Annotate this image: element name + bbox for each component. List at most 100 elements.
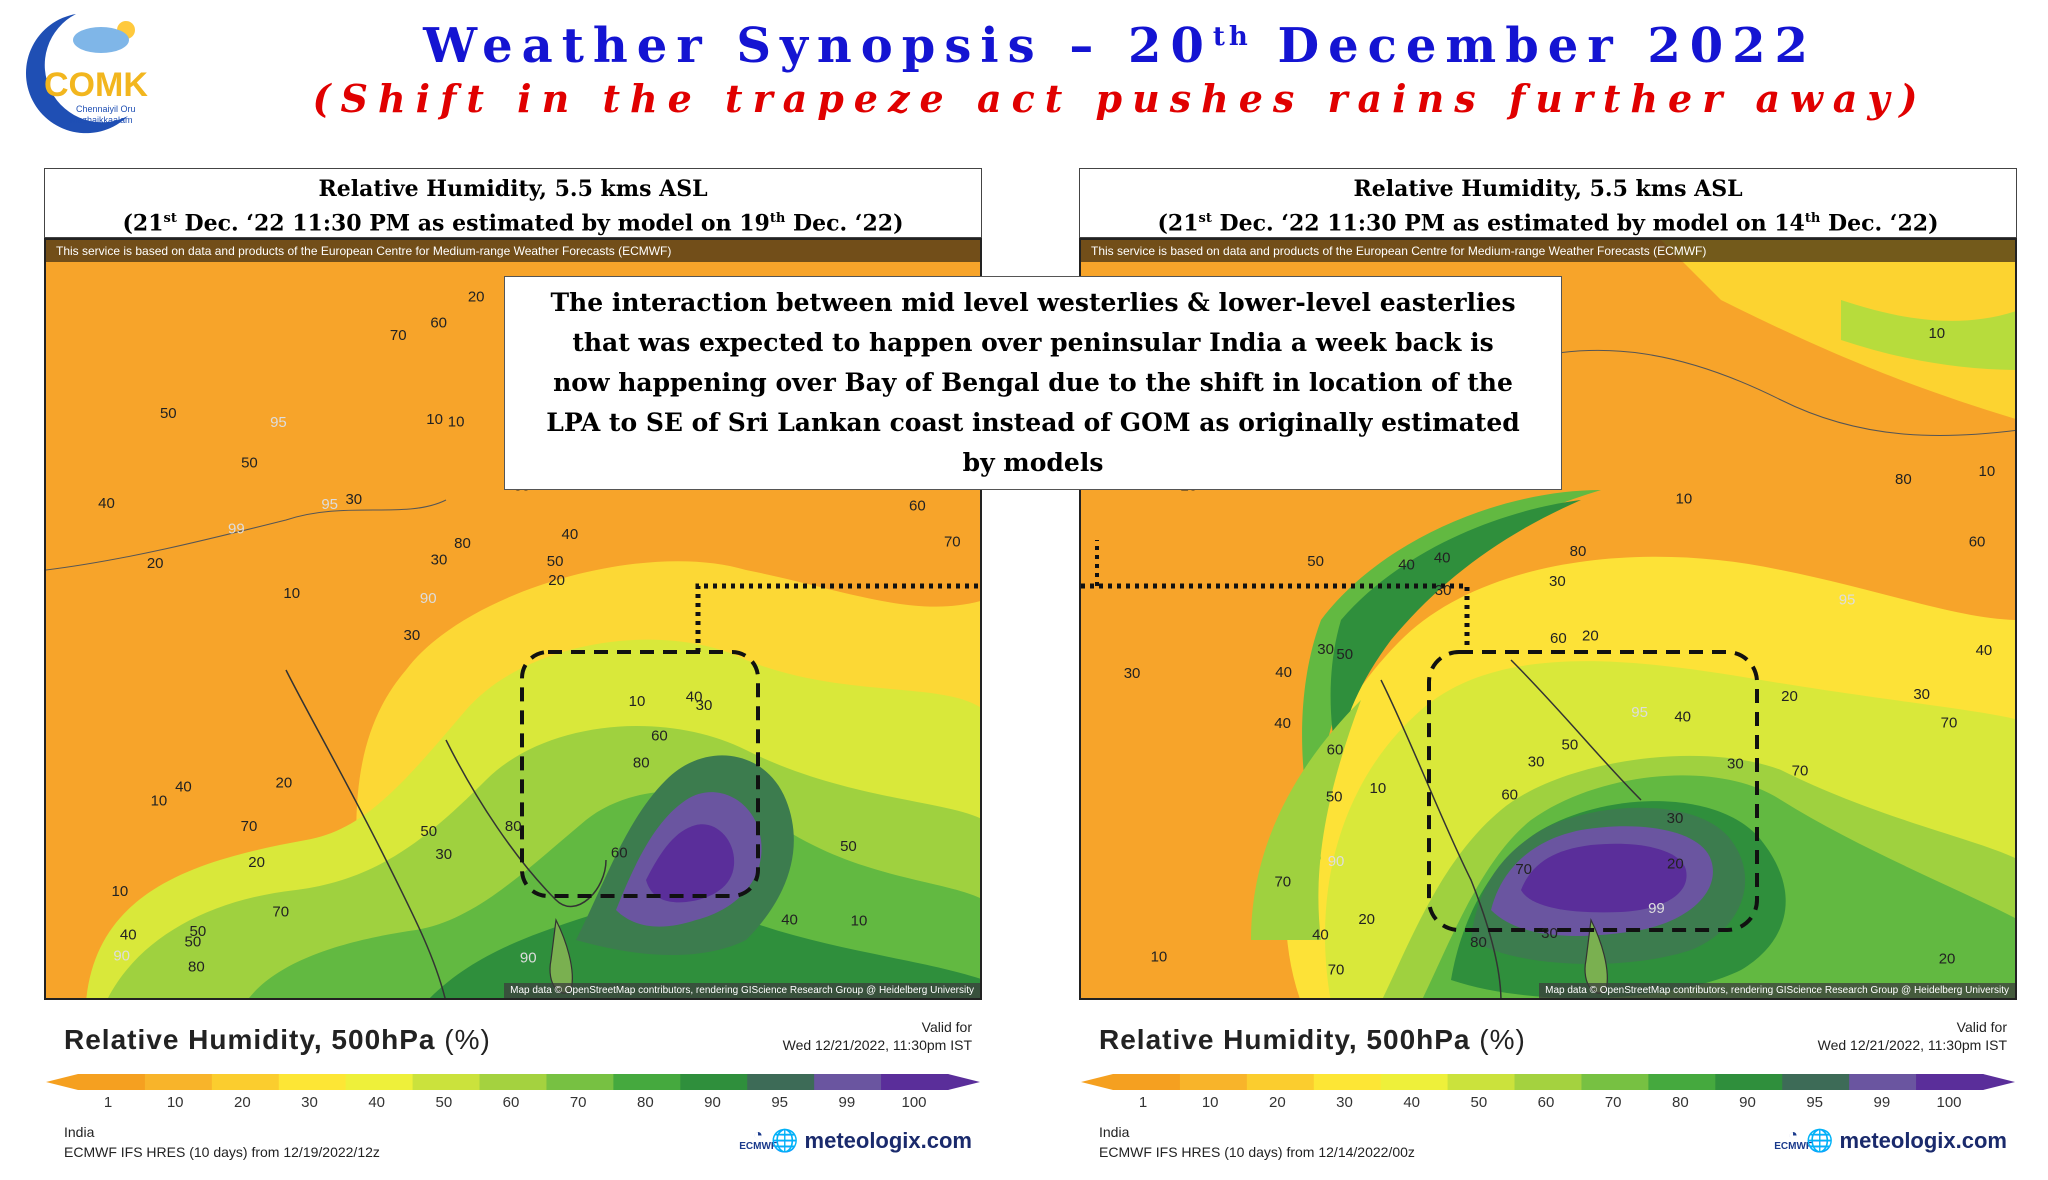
contour-label: 30 (1727, 756, 1744, 773)
contour-label: 70 (1792, 763, 1809, 780)
contour-label: 20 (147, 555, 164, 572)
legend: Relative Humidity, 500hPa (%) Valid for W… (1079, 1000, 2017, 1180)
colorbar-tick-label: 30 (1336, 1094, 1353, 1111)
contour-label: 90 (113, 947, 130, 964)
contour-label: 10 (111, 883, 128, 900)
contour-label: 95 (270, 414, 287, 431)
contour-label: 40 (1274, 715, 1291, 732)
colorbar-ticks: 1 10 20 30 40 50 60 70 80 90 95 99 100 (44, 1094, 982, 1114)
contour-label: 30 (1528, 754, 1545, 771)
valid-time: Valid for Wed 12/21/2022, 11:30pm IST (782, 1019, 972, 1053)
contour-label: 70 (1515, 861, 1532, 878)
contour-label: 60 (611, 844, 628, 861)
map-credit: Map data © OpenStreetMap contributors, r… (1539, 983, 2015, 998)
contour-label: 50 (1336, 646, 1353, 663)
contour-label: 50 (1562, 737, 1579, 754)
colorbar-tick-label: 95 (1806, 1094, 1823, 1111)
colorbar-tick-label: 100 (901, 1094, 927, 1111)
contour-label: 40 (120, 927, 137, 944)
contour-label: 40 (1976, 642, 1993, 659)
colorbar-tick-label: 70 (569, 1094, 587, 1111)
contour-label: 60 (1969, 534, 1986, 551)
colorbar-segment (1246, 1074, 1315, 1090)
contour-label: 30 (1549, 573, 1566, 590)
colorbar-segment (1782, 1074, 1850, 1090)
ecmwf-logo: ◔ ECMWF (739, 1127, 777, 1153)
contour-label: 70 (1941, 715, 1958, 732)
colorbar (1081, 1074, 2015, 1090)
colorbar-segment (1447, 1074, 1516, 1090)
contour-label: 50 (1326, 789, 1343, 806)
contour-label: 60 (1327, 742, 1344, 759)
meteologix-brand[interactable]: 🌐 meteologix.com (770, 1128, 972, 1153)
contour-label: 20 (276, 774, 293, 791)
contour-label: 50 (547, 553, 564, 570)
contour-label: 80 (633, 754, 650, 771)
colorbar-tick-label: 70 (1604, 1094, 1622, 1111)
contour-label: 80 (505, 818, 522, 835)
colorbar-segment (1179, 1074, 1248, 1090)
contour-label: 10 (1979, 463, 1996, 480)
contour-label: 60 (430, 314, 447, 331)
colorbar-tick-label: 20 (233, 1094, 251, 1111)
forecast-panel-right: Relative Humidity, 5.5 kms ASL (21st Dec… (1079, 168, 2017, 1180)
colorbar-segment (78, 1074, 146, 1090)
colorbar-segment (814, 1074, 882, 1090)
colorbar-segment (1514, 1074, 1582, 1090)
contour-label: 40 (1434, 550, 1451, 567)
contour-label: 30 (1317, 641, 1334, 658)
colorbar-tick-label: 80 (636, 1094, 654, 1111)
contour-label: 50 (241, 454, 258, 471)
contour-label: 70 (1274, 873, 1291, 890)
contour-label: 10 (448, 414, 465, 431)
contour-label: 70 (390, 327, 407, 344)
colorbar-tick-label: 1 (1138, 1094, 1148, 1111)
colorbar-segment (1581, 1074, 1649, 1090)
contour-label: 95 (1839, 591, 1856, 608)
contour-label: 10 (151, 792, 168, 809)
contour-label: 60 (651, 727, 668, 744)
contour-label: 60 (909, 498, 926, 515)
contour-label: 40 (1398, 557, 1415, 574)
contour-label: 50 (185, 934, 202, 951)
colorbar-tick-label: 80 (1671, 1094, 1689, 1111)
contour-label: 10 (1676, 490, 1693, 507)
contour-label: 90 (1328, 853, 1345, 870)
contour-label: 30 (1541, 925, 1558, 942)
contour-label: 20 (1358, 911, 1375, 928)
contour-label: 70 (241, 818, 258, 835)
colorbar-segment (747, 1074, 815, 1090)
panel-title: Relative Humidity, 5.5 kms ASL (21st Dec… (1079, 168, 2017, 238)
legend-title: Relative Humidity, 500hPa (%) (1099, 1024, 1526, 1055)
contour-label: 70 (944, 533, 961, 550)
contour-label: 10 (851, 913, 868, 930)
legend-title: Relative Humidity, 500hPa (%) (64, 1024, 491, 1055)
colorbar-segment (345, 1074, 414, 1090)
contour-label: 40 (98, 495, 115, 512)
colorbar-min-arrow (1081, 1074, 1113, 1090)
colorbar-tick-label: 40 (368, 1094, 385, 1111)
contour-label: 10 (1928, 325, 1945, 342)
contour-label: 60 (1501, 787, 1518, 804)
contour-label: 95 (1631, 704, 1648, 721)
page-title: Weather Synopsis – 20th December 2022 (423, 18, 1817, 74)
contour-label: 40 (1275, 664, 1292, 681)
contour-label: 80 (188, 958, 205, 975)
colorbar-tick-label: 99 (1873, 1094, 1891, 1111)
globe-icon: 🌐 (1805, 1128, 1834, 1153)
colorbar-tick-label: 10 (1201, 1094, 1219, 1111)
meteologix-brand[interactable]: 🌐 meteologix.com (1805, 1128, 2007, 1153)
colorbar-tick-label: 50 (1470, 1094, 1488, 1111)
contour-label: 30 (696, 697, 713, 714)
globe-icon: 🌐 (770, 1128, 799, 1153)
colorbar-max-arrow (948, 1074, 980, 1090)
colorbar-tick-label: 40 (1403, 1094, 1420, 1111)
colorbar-tick-label: 60 (502, 1094, 520, 1111)
contour-label: 20 (1781, 688, 1798, 705)
contour-label: 20 (468, 288, 485, 305)
contour-label: 20 (248, 854, 265, 871)
contour-label: 10 (1151, 949, 1168, 966)
colorbar-segment (1849, 1074, 1917, 1090)
contour-label: 30 (1435, 582, 1452, 599)
colorbar-min-arrow (46, 1074, 78, 1090)
